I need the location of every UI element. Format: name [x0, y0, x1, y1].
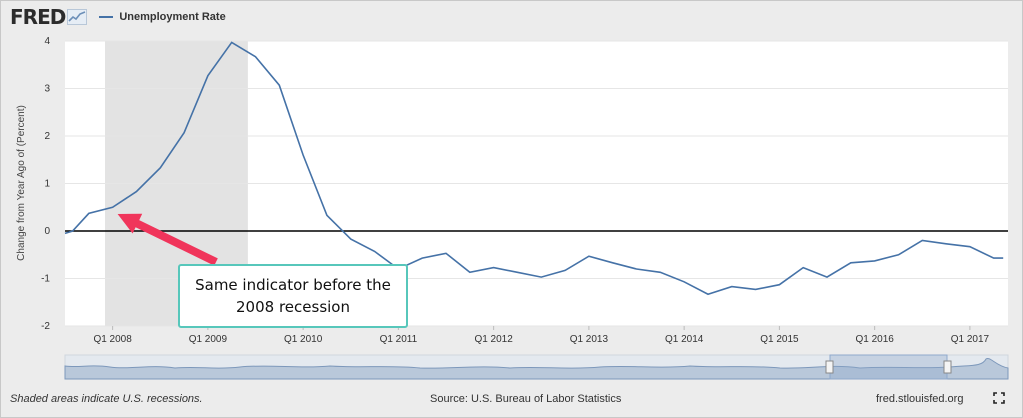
annotation-arrow — [117, 213, 218, 266]
fred-logo[interactable]: FRED — [10, 5, 66, 29]
y-axis-label: Change from Year Ago of (Percent) — [16, 105, 27, 261]
navigator-area — [64, 357, 1009, 380]
x-tick-label: Q1 2010 — [284, 334, 323, 345]
y-tick-label: -1 — [41, 274, 50, 285]
x-tick-label: Q1 2011 — [380, 334, 418, 345]
annotation-callout: Same indicator before the 2008 recession — [178, 264, 408, 328]
navigator-left-handle[interactable] — [825, 360, 834, 374]
y-gridlines — [65, 40, 1008, 327]
x-tick-label: Q1 2008 — [93, 334, 132, 345]
site-link[interactable]: fred.stlouisfed.org — [876, 393, 964, 405]
legend-line-swatch — [99, 16, 114, 18]
navigator-selection[interactable] — [829, 354, 948, 380]
y-tick-label: 0 — [44, 226, 50, 237]
navigator[interactable] — [64, 354, 1009, 380]
x-axis-tick-labels: Q1 2008 Q1 2009 Q1 2010 Q1 2011 Q1 2012 Q1 20… — [93, 326, 990, 345]
y-tick-label: 1 — [44, 179, 50, 190]
chart-header: FRED Unemployment Rate — [10, 4, 226, 30]
fullscreen-icon[interactable] — [993, 392, 1005, 404]
data-source: Source: U.S. Bureau of Labor Statistics — [430, 393, 622, 405]
x-tick-label: Q1 2013 — [570, 334, 609, 345]
y-axis-tick-labels: -2 -1 0 1 2 3 4 — [41, 36, 50, 332]
y-tick-label: -2 — [41, 321, 50, 332]
fred-logo-graph-icon — [67, 9, 88, 25]
x-tick-label: Q1 2016 — [855, 334, 894, 345]
x-tick-label: Q1 2012 — [474, 334, 513, 345]
y-tick-label: 4 — [44, 36, 50, 47]
y-tick-label: 2 — [44, 131, 50, 142]
y-tick-label: 3 — [44, 84, 50, 95]
recession-note: Shaded areas indicate U.S. recessions. — [10, 393, 203, 405]
x-tick-label: Q1 2017 — [951, 334, 990, 345]
navigator-right-handle[interactable] — [943, 360, 952, 374]
series-line-unemployment — [64, 41, 1004, 296]
x-tick-label: Q1 2015 — [760, 334, 799, 345]
legend-label[interactable]: Unemployment Rate — [119, 11, 226, 23]
x-tick-label: Q1 2014 — [665, 334, 704, 345]
x-tick-label: Q1 2009 — [189, 334, 228, 345]
annotation-text: Same indicator before the 2008 recession — [195, 276, 391, 316]
